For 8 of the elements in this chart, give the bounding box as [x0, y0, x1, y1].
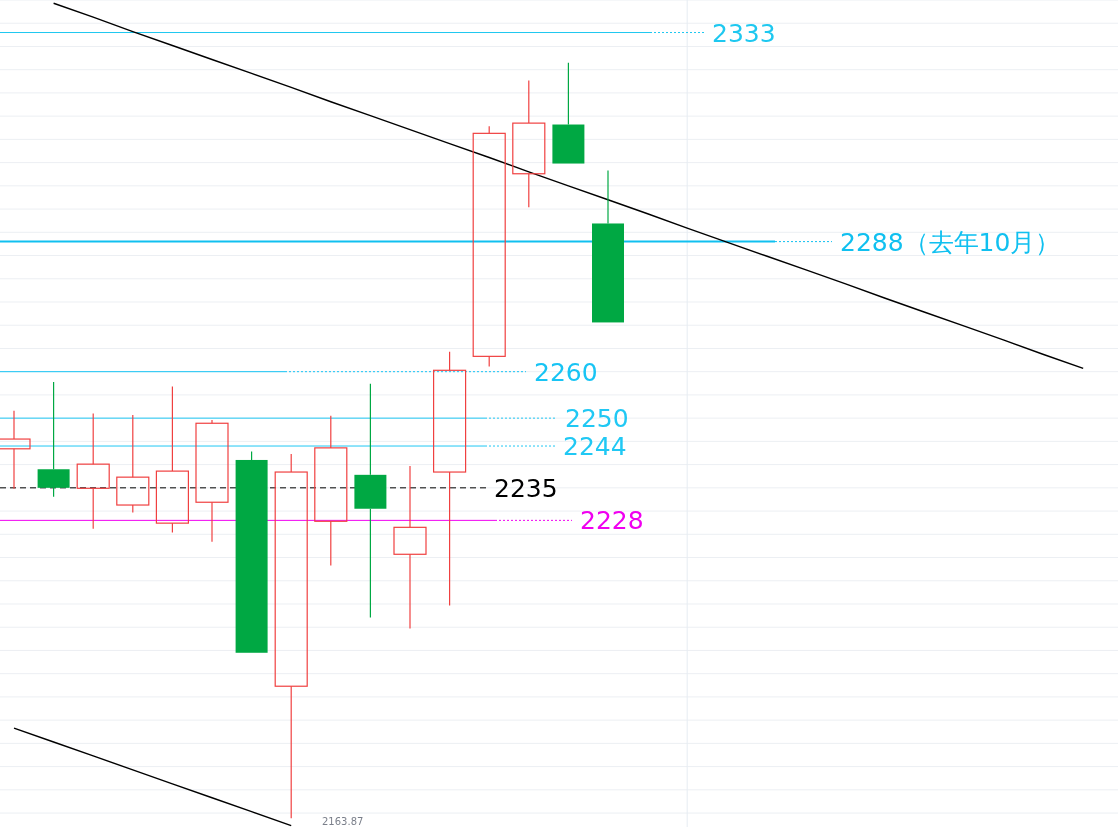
- annotation: 2163.87: [322, 816, 364, 827]
- ref-line-label: 2235: [494, 473, 558, 503]
- ref-line-label: 2250: [565, 404, 629, 434]
- ref-line-label: 2333: [712, 18, 776, 48]
- ref-line-label: 2228: [580, 506, 644, 536]
- ref-line-label: 2288（去年10月）: [840, 227, 1061, 257]
- ref-line-label: 2260: [534, 357, 598, 387]
- ref-line-label: 2244: [563, 432, 627, 462]
